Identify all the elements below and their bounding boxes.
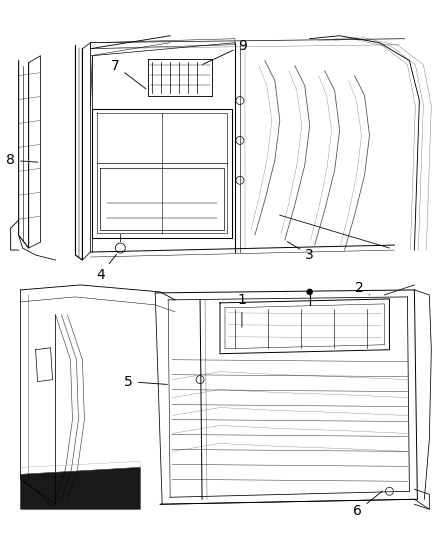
Text: 3: 3 xyxy=(287,241,314,262)
Text: 9: 9 xyxy=(203,39,247,64)
Polygon shape xyxy=(21,467,140,509)
Text: 5: 5 xyxy=(124,375,167,389)
Circle shape xyxy=(307,289,313,295)
Text: 6: 6 xyxy=(353,491,382,518)
Text: 7: 7 xyxy=(111,59,146,89)
Text: 1: 1 xyxy=(237,293,246,327)
Text: 4: 4 xyxy=(96,254,117,282)
Text: 8: 8 xyxy=(6,154,38,167)
Text: 2: 2 xyxy=(355,281,370,295)
